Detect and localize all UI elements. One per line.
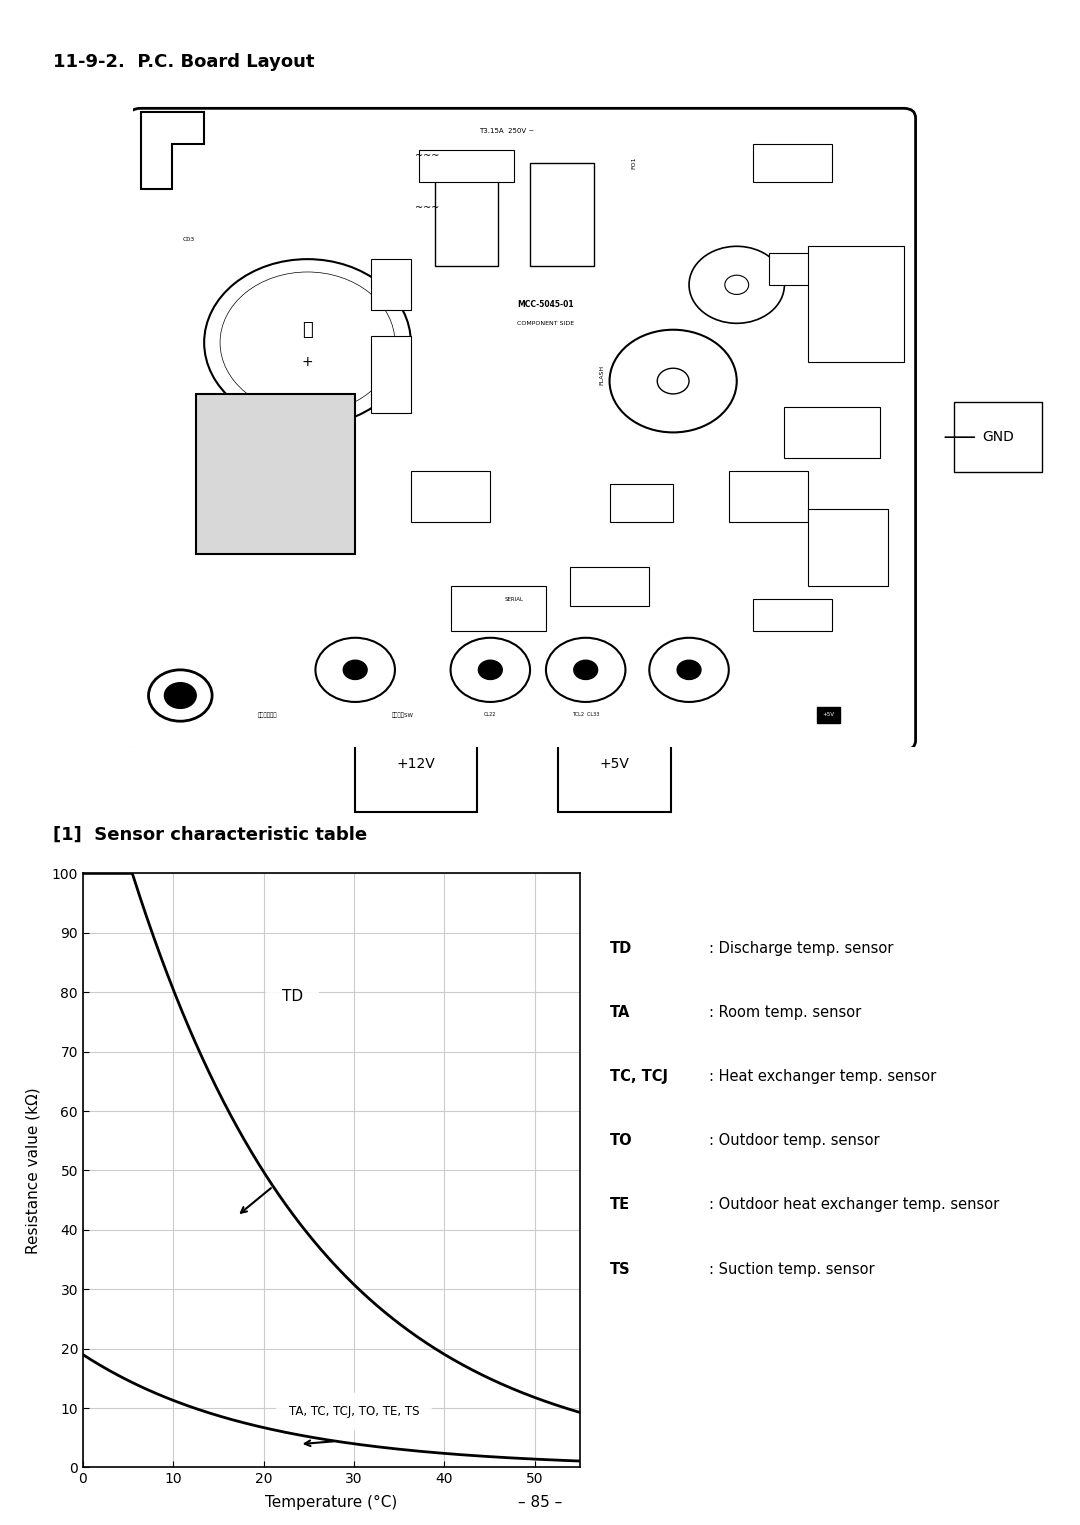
Text: +12V: +12V xyxy=(396,756,435,770)
Text: TS: TS xyxy=(609,1261,630,1276)
Text: – 85 –: – 85 – xyxy=(518,1494,562,1510)
Text: +5V: +5V xyxy=(599,756,630,770)
Text: TD: TD xyxy=(609,941,632,956)
Text: TA: TA xyxy=(609,1005,630,1020)
Text: : Outdoor temp. sensor: : Outdoor temp. sensor xyxy=(708,1133,879,1148)
Text: [1]  Sensor characteristic table: [1] Sensor characteristic table xyxy=(53,827,367,845)
Text: TE: TE xyxy=(609,1197,630,1212)
Text: : Outdoor heat exchanger temp. sensor: : Outdoor heat exchanger temp. sensor xyxy=(708,1197,999,1212)
Text: : Heat exchanger temp. sensor: : Heat exchanger temp. sensor xyxy=(708,1069,936,1084)
Text: GND: GND xyxy=(982,430,1014,444)
Text: 11-9-2.  P.C. Board Layout: 11-9-2. P.C. Board Layout xyxy=(53,53,314,70)
Text: : Suction temp. sensor: : Suction temp. sensor xyxy=(708,1261,875,1276)
Text: TO: TO xyxy=(609,1133,632,1148)
Text: : Discharge temp. sensor: : Discharge temp. sensor xyxy=(708,941,893,956)
Text: TC, TCJ: TC, TCJ xyxy=(609,1069,667,1084)
Text: : Room temp. sensor: : Room temp. sensor xyxy=(708,1005,861,1020)
